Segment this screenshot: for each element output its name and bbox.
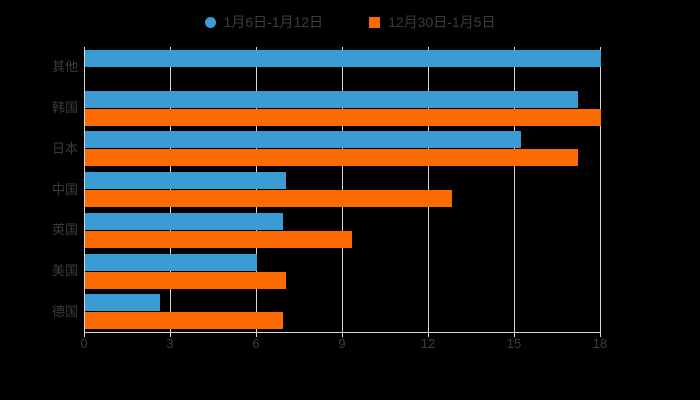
bar-series-a[interactable]: [85, 131, 521, 149]
plot-area: [84, 47, 601, 337]
x-axis-tick-label: 12: [420, 336, 436, 351]
x-axis-tick: [600, 332, 601, 337]
legend-item-series-b[interactable]: 12月30日-1月5日: [369, 15, 495, 29]
x-axis-tick-label: 9: [338, 336, 346, 351]
x-axis-tick-label: 18: [592, 336, 608, 351]
legend-label-series-a: 1月6日-1月12日: [223, 14, 324, 30]
gridline: [170, 47, 171, 332]
bar-group: [84, 210, 600, 251]
y-axis-category-label: 韩国: [51, 100, 78, 116]
x-axis-tick: [342, 332, 343, 337]
bar-series-a[interactable]: [85, 90, 579, 108]
bar-series-a[interactable]: [85, 172, 286, 190]
x-axis-tick: [84, 332, 85, 337]
x-axis-tick: [428, 332, 429, 337]
x-axis-labels: 0 3 6 9 12 15 18: [80, 336, 614, 357]
x-axis-tick-label: 15: [506, 336, 522, 351]
x-axis-tick-label: 3: [166, 336, 174, 351]
bar-series-a[interactable]: [85, 253, 257, 271]
bar-group: [84, 128, 600, 169]
bar-group: [84, 251, 600, 292]
bar-series-b[interactable]: [85, 108, 601, 126]
legend-circle-marker-icon: [204, 16, 216, 28]
x-axis-tick-label: 6: [252, 336, 260, 351]
x-axis-tick-label: 0: [80, 336, 88, 351]
bar-series-b[interactable]: [85, 312, 283, 330]
gridline: [256, 47, 257, 332]
gridline: [600, 47, 601, 332]
x-axis-tick: [514, 332, 515, 337]
bar-series-b[interactable]: [85, 149, 579, 167]
legend-label-series-b: 12月30日-1月5日: [388, 14, 496, 30]
x-axis-tick: [256, 332, 257, 337]
x-axis-tick: [170, 332, 171, 337]
bar-group: [84, 88, 601, 129]
bar-series-b[interactable]: [85, 271, 286, 289]
gridline: [342, 47, 343, 332]
y-axis-labels: 其他韩国日本中国英国美国德国: [0, 47, 78, 332]
bar-series-b[interactable]: [85, 230, 352, 248]
y-axis-line: [84, 47, 85, 332]
legend-square-marker-icon: [369, 16, 381, 28]
legend-item-series-a[interactable]: 1月6日-1月12日: [204, 14, 324, 30]
bar-series-a[interactable]: [85, 50, 601, 67]
chart-legend: 1月6日-1月12日 12月30日-1月5日: [0, 8, 700, 36]
y-axis-category-label: 英国: [51, 222, 78, 238]
bar-series-b[interactable]: [85, 190, 452, 208]
y-axis-category-label: 日本: [51, 140, 78, 156]
bar-series-a[interactable]: [85, 212, 283, 230]
gridline: [514, 47, 515, 332]
y-axis-category-label: 美国: [51, 262, 78, 278]
gridline: [428, 47, 429, 332]
y-axis-category-label: 中国: [51, 181, 78, 197]
bar-group: [84, 47, 601, 88]
y-axis-category-label: 德国: [51, 303, 78, 319]
bar-group: [84, 291, 600, 332]
y-axis-category-label: 其他: [51, 59, 78, 75]
bar-group: [84, 169, 600, 210]
bar-series-a[interactable]: [85, 294, 160, 312]
